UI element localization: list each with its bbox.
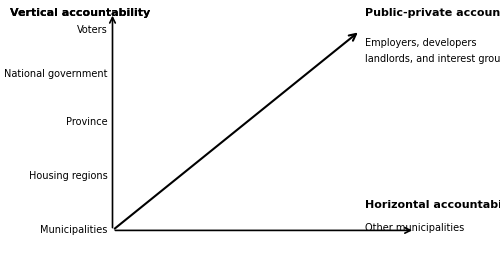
Text: Public-private accountability: Public-private accountability	[365, 8, 500, 18]
Text: landlords, and interest groups: landlords, and interest groups	[365, 54, 500, 64]
Text: Voters: Voters	[77, 25, 108, 35]
Text: Employers, developers: Employers, developers	[365, 38, 476, 48]
Text: Other municipalities: Other municipalities	[365, 223, 464, 233]
Text: Municipalities: Municipalities	[40, 225, 108, 236]
Text: Vertical accountability: Vertical accountability	[10, 8, 150, 18]
Text: Horizontal accountability: Horizontal accountability	[365, 200, 500, 210]
Text: Province: Province	[66, 116, 108, 127]
Text: National government: National government	[4, 69, 108, 79]
Text: Vertical accountability: Vertical accountability	[10, 8, 150, 18]
Text: Housing regions: Housing regions	[29, 171, 108, 181]
